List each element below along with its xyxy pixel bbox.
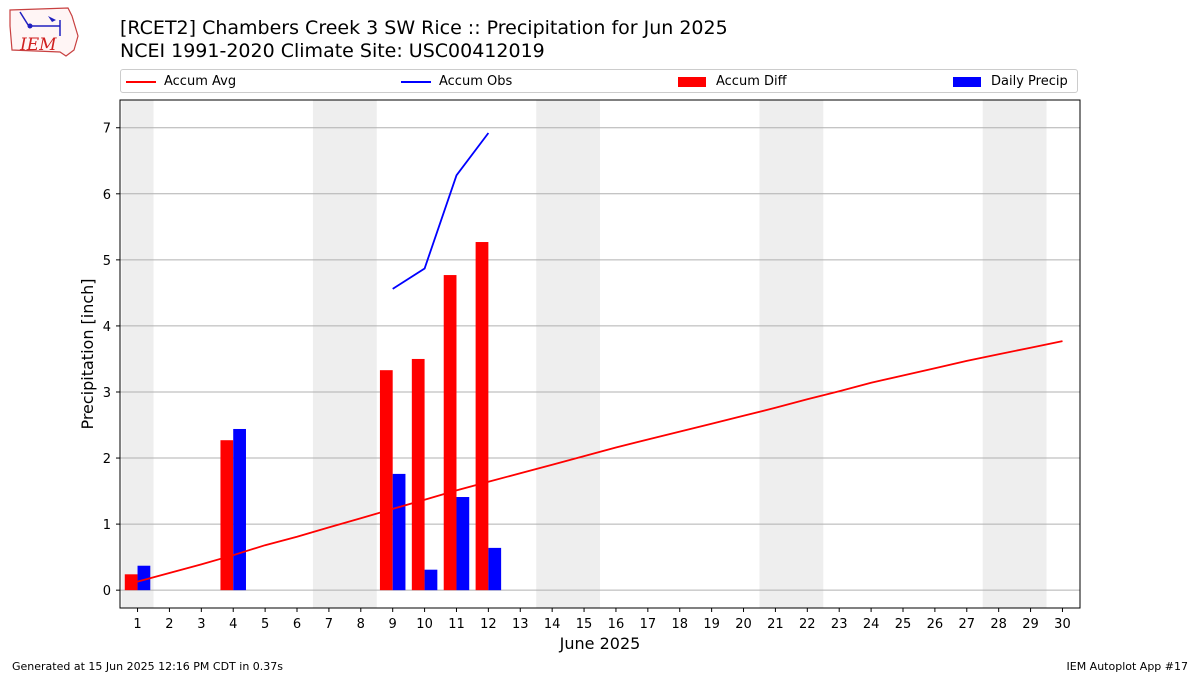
x-tick-label: 1 bbox=[133, 617, 141, 632]
legend-label-accum-diff: Accum Diff bbox=[716, 74, 787, 89]
weekend-shade bbox=[121, 100, 154, 608]
x-tick-label: 16 bbox=[608, 617, 625, 632]
bar-daily-precip bbox=[488, 547, 502, 591]
x-tick-label: 15 bbox=[576, 617, 593, 632]
x-tick-label: 21 bbox=[767, 617, 784, 632]
bar-daily-precip bbox=[424, 569, 438, 591]
bar-accum-diff bbox=[411, 358, 425, 591]
legend-label-daily-precip: Daily Precip bbox=[991, 74, 1068, 89]
line-accum-obs bbox=[392, 132, 490, 290]
bar-daily-precip bbox=[233, 428, 246, 591]
logo-text: IEM bbox=[19, 35, 57, 55]
x-tick-label: 12 bbox=[480, 617, 497, 632]
iem-logo: IEM bbox=[8, 6, 80, 58]
x-tick-label: 13 bbox=[512, 617, 529, 632]
y-tick-label: 1 bbox=[103, 518, 111, 533]
x-tick-label: 3 bbox=[197, 617, 205, 632]
x-tick-label: 27 bbox=[959, 617, 976, 632]
x-tick-label: 30 bbox=[1054, 617, 1071, 632]
x-tick-label: 22 bbox=[799, 617, 816, 632]
weekend-shade bbox=[759, 100, 824, 608]
x-tick-label: 29 bbox=[1022, 617, 1039, 632]
legend-swatch-accum-obs bbox=[401, 81, 431, 83]
generated-timestamp: Generated at 15 Jun 2025 12:16 PM CDT in… bbox=[12, 660, 284, 673]
x-tick-label: 10 bbox=[416, 617, 433, 632]
x-tick-label: 11 bbox=[448, 617, 465, 632]
bar-accum-diff bbox=[475, 242, 489, 591]
x-tick-label: 6 bbox=[293, 617, 301, 632]
y-axis-label: Precipitation [inch] bbox=[78, 278, 97, 429]
y-tick-label: 2 bbox=[103, 452, 111, 467]
x-axis-label: June 2025 bbox=[559, 634, 641, 653]
legend-swatch-accum-avg bbox=[126, 81, 156, 83]
chart-subtitle: NCEI 1991-2020 Climate Site: USC00412019 bbox=[120, 40, 545, 62]
bar-accum-diff bbox=[443, 275, 457, 591]
weekend-shade bbox=[536, 100, 600, 608]
y-tick-label: 5 bbox=[103, 254, 111, 269]
x-tick-label: 28 bbox=[990, 617, 1007, 632]
bar-accum-diff bbox=[124, 574, 138, 591]
legend-swatch-daily-precip bbox=[953, 77, 981, 87]
y-tick-label: 3 bbox=[103, 386, 111, 401]
y-tick-label: 7 bbox=[103, 122, 111, 137]
weekend-shade bbox=[982, 100, 1047, 608]
y-tick-label: 4 bbox=[103, 320, 111, 335]
x-tick-label: 7 bbox=[325, 617, 333, 632]
x-tick-label: 23 bbox=[831, 617, 848, 632]
app-label: IEM Autoplot App #17 bbox=[1066, 660, 1189, 673]
x-tick-label: 25 bbox=[895, 617, 912, 632]
x-tick-label: 8 bbox=[357, 617, 365, 632]
plot-frame bbox=[119, 99, 1081, 609]
x-tick-label: 5 bbox=[261, 617, 269, 632]
legend-label-accum-avg: Accum Avg bbox=[164, 74, 237, 89]
bar-accum-diff bbox=[220, 440, 234, 591]
legend: Accum Avg Accum Obs Accum Diff Daily Pre… bbox=[120, 69, 1078, 93]
weekend-shade bbox=[312, 100, 377, 608]
y-tick-label: 0 bbox=[103, 584, 111, 599]
bar-daily-precip bbox=[137, 565, 151, 591]
x-tick-label: 17 bbox=[640, 617, 657, 632]
x-tick-label: 18 bbox=[671, 617, 688, 632]
y-tick-label: 6 bbox=[103, 188, 111, 203]
bar-daily-precip bbox=[392, 473, 406, 591]
bar-accum-diff bbox=[379, 370, 393, 591]
x-tick-label: 14 bbox=[544, 617, 561, 632]
x-tick-label: 19 bbox=[703, 617, 720, 632]
x-tick-label: 2 bbox=[165, 617, 173, 632]
x-tick-label: 26 bbox=[927, 617, 944, 632]
x-tick-label: 9 bbox=[389, 617, 397, 632]
line-accum-avg bbox=[137, 340, 1063, 583]
chart-title: [RCET2] Chambers Creek 3 SW Rice :: Prec… bbox=[120, 17, 728, 39]
legend-swatch-accum-diff bbox=[678, 77, 706, 87]
legend-label-accum-obs: Accum Obs bbox=[439, 74, 513, 89]
bar-daily-precip bbox=[456, 497, 470, 591]
x-tick-label: 24 bbox=[863, 617, 880, 632]
x-tick-label: 20 bbox=[735, 617, 752, 632]
x-tick-label: 4 bbox=[229, 617, 237, 632]
